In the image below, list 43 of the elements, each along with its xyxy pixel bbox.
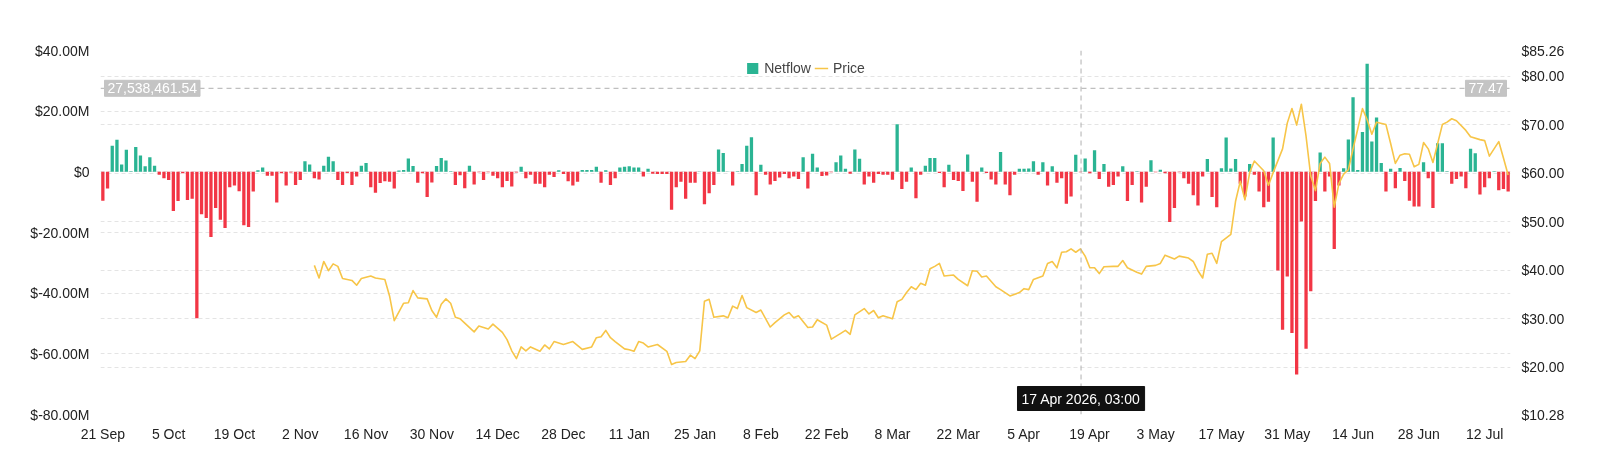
y2-tick-label: $80.00: [1521, 68, 1565, 85]
y2-tick-label: $10.28: [1521, 406, 1565, 423]
y2-tick-label: $20.00: [1521, 359, 1565, 376]
y-tick-label: $-80.00M: [30, 406, 90, 423]
y-tick-label: $0: [73, 163, 90, 180]
x-tick-label: 19 Oct: [213, 425, 256, 442]
x-tick-label: 25 Jan: [674, 425, 717, 442]
x-tick-label: 5 Oct: [151, 425, 186, 442]
y2-tick-label: $30.00: [1521, 310, 1565, 327]
y2-tick-label: $60.00: [1521, 165, 1565, 182]
x-tick-label: 16 Nov: [343, 425, 389, 442]
x-tick-label: 31 May: [1264, 425, 1311, 442]
x-tick-label: 5 Apr: [1007, 425, 1041, 442]
x-tick-label: 22 Feb: [804, 425, 849, 442]
x-tick-label: 14 Jun: [1332, 425, 1375, 442]
x-tick-label: 3 May: [1136, 425, 1175, 442]
x-tick-label: 17 May: [1198, 425, 1245, 442]
x-tick-label: 28 Dec: [541, 425, 586, 442]
x-tick-label: 30 Nov: [409, 425, 455, 442]
x-tick-label: 8 Feb: [742, 425, 779, 442]
x-tick-label: 19 Apr: [1069, 425, 1111, 442]
y2-tick-label: $70.00: [1521, 116, 1565, 133]
annotation: 77.47: [1468, 80, 1504, 97]
x-tick-label: 21 Sep: [80, 425, 126, 442]
x-tick-label: 8 Mar: [874, 425, 911, 442]
y-tick-label: $-40.00M: [30, 285, 90, 302]
ref-line-label: 17 Apr 2026, 03:00: [1021, 390, 1141, 407]
x-tick-label: 22 Mar: [936, 425, 981, 442]
y-tick-label: $20.00M: [35, 103, 90, 120]
x-tick-label: 28 Jun: [1397, 425, 1440, 442]
x-tick-label: 12 Jul: [1465, 425, 1504, 442]
x-tick-label: 11 Jan: [608, 425, 650, 442]
y2-tick-label: $50.00: [1521, 213, 1565, 230]
x-tick-label: 2 Nov: [281, 425, 319, 442]
x-tick-label: 14 Dec: [475, 425, 520, 442]
legend-label: Price: [832, 60, 865, 76]
y-tick-label: $-20.00M: [30, 224, 90, 241]
legend-label: Netflow: [764, 60, 811, 76]
y2-tick-label: $40.00: [1521, 262, 1565, 279]
ref-line-label: 27,538,461.54: [107, 80, 198, 97]
y-tick-label: $40.00M: [35, 42, 90, 59]
y2-tick-label: $85.26: [1521, 42, 1565, 59]
y-tick-label: $-60.00M: [30, 345, 90, 362]
